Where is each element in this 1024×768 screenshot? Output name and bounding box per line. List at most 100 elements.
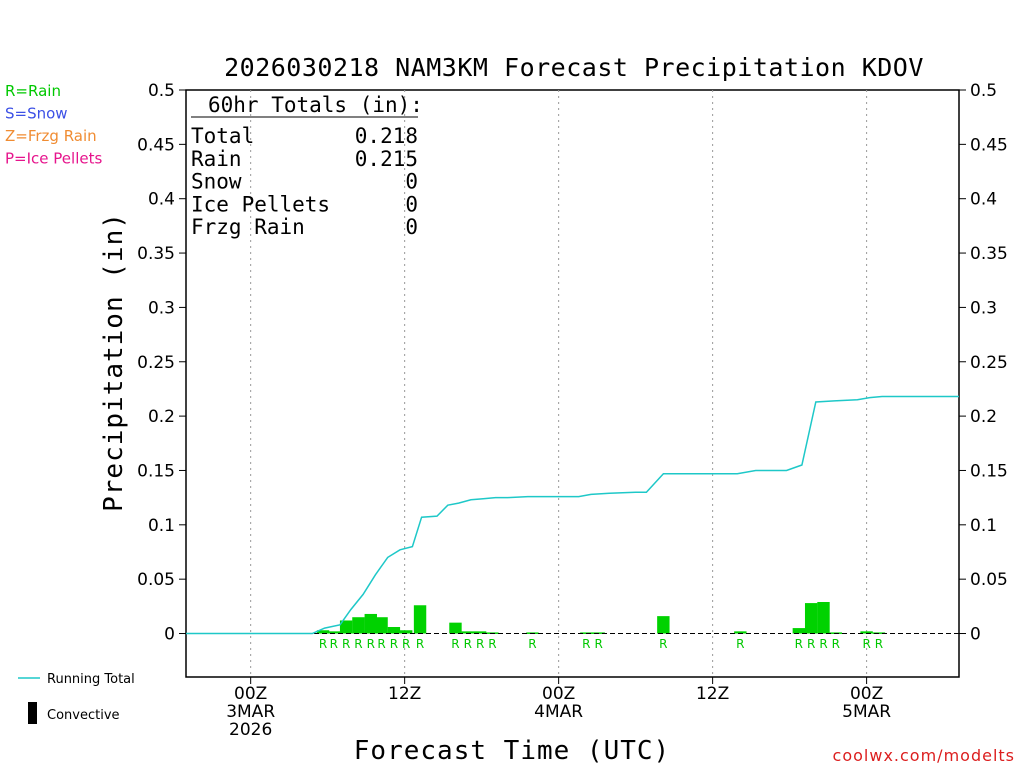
- y-tick-label-left: 0.2: [148, 407, 175, 427]
- precip-type-label: R: [476, 637, 484, 651]
- y-tick-label-left: 0.4: [148, 190, 175, 210]
- precip-bar-2: [339, 620, 353, 634]
- precip-type-label: R: [330, 637, 338, 651]
- precip-type-legend-item: S=Snow: [5, 105, 68, 123]
- y-tick-label-right: 0.4: [970, 190, 997, 210]
- x-tick-label: 00Z: [234, 684, 267, 704]
- totals-row-value: 0.218: [355, 124, 418, 148]
- y-axis-right: 0 0.05 0.1 0.15 0.2 0.25 0.3 0.35 0.4 0.45 0.5: [959, 81, 1008, 645]
- y-tick-label-left: 0.25: [137, 353, 175, 373]
- chart-title: 2026030218 NAM3KM Forecast Precipitation…: [224, 53, 924, 82]
- x-tick-label: 12Z: [388, 684, 421, 704]
- totals-row-value: 0: [405, 215, 418, 239]
- y-tick-label-right: 0.05: [970, 570, 1008, 590]
- precip-bar-9: [449, 622, 462, 634]
- y-tick-label-left: 0.45: [137, 135, 175, 155]
- precip-bar-20: [817, 601, 830, 634]
- y-tick-label-left: 0.35: [137, 244, 175, 264]
- y-tick-label-left: 0.1: [148, 516, 175, 536]
- precip-bar-18: [792, 628, 806, 634]
- precip-type-label: R: [342, 637, 350, 651]
- y-axis-left: 0 0.05 0.1 0.15 0.2 0.25 0.3 0.35 0.4 0.45 0.5: [137, 81, 186, 645]
- precip-type-legend: R=Rain S=Snow Z=Frzg Rain P=Ice Pellets: [5, 82, 102, 168]
- precip-type-label: R: [875, 637, 883, 651]
- precip-bar-10: [461, 631, 474, 634]
- y-axis-label: Precipitation (in): [99, 212, 129, 512]
- precip-bar-1: [327, 631, 341, 634]
- precip-type-label: R: [390, 637, 398, 651]
- precip-type-label: R: [807, 637, 815, 651]
- precip-bar-17: [734, 631, 747, 634]
- totals-row-value: 0.215: [355, 147, 418, 171]
- y-tick-label-right: 0.3: [970, 298, 997, 318]
- precip-type-label: R: [862, 637, 870, 651]
- precip-type-label: R: [402, 637, 410, 651]
- y-tick-label-right: 0: [970, 625, 981, 645]
- x-tick-label: 3MAR: [226, 702, 275, 722]
- precip-bars: [316, 601, 886, 634]
- totals-header: 60hr Totals (in):: [208, 93, 423, 117]
- y-tick-label-right: 0.35: [970, 244, 1008, 264]
- convective-swatch: [28, 702, 37, 724]
- precip-type-label: R: [354, 637, 362, 651]
- y-tick-label-right: 0.2: [970, 407, 997, 427]
- y-tick-label-right: 0.1: [970, 516, 997, 536]
- y-tick-label-left: 0.5: [148, 81, 175, 101]
- precip-type-label: R: [528, 637, 536, 651]
- precip-type-label: R: [367, 637, 375, 651]
- precip-type-label: R: [319, 637, 327, 651]
- precip-type-label: R: [582, 637, 590, 651]
- x-tick-label: 4MAR: [534, 702, 583, 722]
- x-tick-label: 00Z: [542, 684, 575, 704]
- precip-bar-5: [375, 617, 388, 634]
- vertical-gridlines: [250, 90, 868, 677]
- y-tick-label-right: 0.15: [970, 461, 1008, 481]
- precip-bar-19: [804, 603, 818, 634]
- running-total-line: [186, 395, 959, 635]
- totals-row-value: 0: [405, 170, 418, 194]
- credit-link[interactable]: coolwx.com/modelts: [833, 746, 1015, 765]
- y-tick-label-left: 0.05: [137, 570, 175, 590]
- precip-bar-4: [364, 613, 377, 634]
- precip-bar-6: [387, 626, 401, 634]
- precip-type-label: R: [377, 637, 385, 651]
- precip-bar-11: [473, 631, 487, 634]
- precip-type-label: R: [832, 637, 840, 651]
- totals-box: 60hr Totals (in): Total 0.218 Rain 0.215 Sno…: [191, 93, 423, 239]
- precip-type-label: R: [659, 637, 667, 651]
- y-tick-label-left: 0: [164, 625, 175, 645]
- precip-type-legend-item: R=Rain: [5, 82, 61, 100]
- x-tick-label: 00Z: [850, 684, 883, 704]
- precip-bar-8: [413, 605, 427, 634]
- totals-rows: Total 0.218 Rain 0.215 Snow 0 Ice Pellets 0 Frzg…: [191, 124, 418, 239]
- precip-type-label: R: [736, 637, 744, 651]
- totals-row-value: 0: [405, 192, 418, 216]
- x-tick-label: 12Z: [696, 684, 729, 704]
- totals-row-label: Frzg Rain: [191, 215, 305, 239]
- y-tick-label-left: 0.15: [137, 461, 175, 481]
- totals-row-label: Rain: [191, 147, 242, 171]
- series-legend: Running Total Convective: [18, 672, 135, 724]
- x-tick-label: 2026: [229, 720, 272, 740]
- convective-legend-label: Convective: [47, 708, 120, 723]
- precip-bar-16: [657, 616, 670, 634]
- precip-bar-3: [352, 617, 365, 634]
- plot-frame: [185, 89, 960, 678]
- x-tick-label: 5MAR: [842, 702, 891, 722]
- y-tick-label-right: 0.5: [970, 81, 997, 101]
- precip-type-legend-item: P=Ice Pellets: [5, 150, 102, 168]
- y-tick-label-left: 0.3: [148, 298, 175, 318]
- totals-row-label: Total: [191, 124, 254, 148]
- precip-type-label: R: [795, 637, 803, 651]
- precip-bar-0: [316, 630, 330, 634]
- precip-type-label: R: [488, 637, 496, 651]
- y-tick-label-right: 0.45: [970, 135, 1008, 155]
- totals-row-label: Snow: [191, 170, 242, 194]
- precip-type-label: R: [464, 637, 472, 651]
- precip-type-label: R: [819, 637, 827, 651]
- precip-type-label: R: [451, 637, 459, 651]
- precip-bar-7: [399, 630, 413, 634]
